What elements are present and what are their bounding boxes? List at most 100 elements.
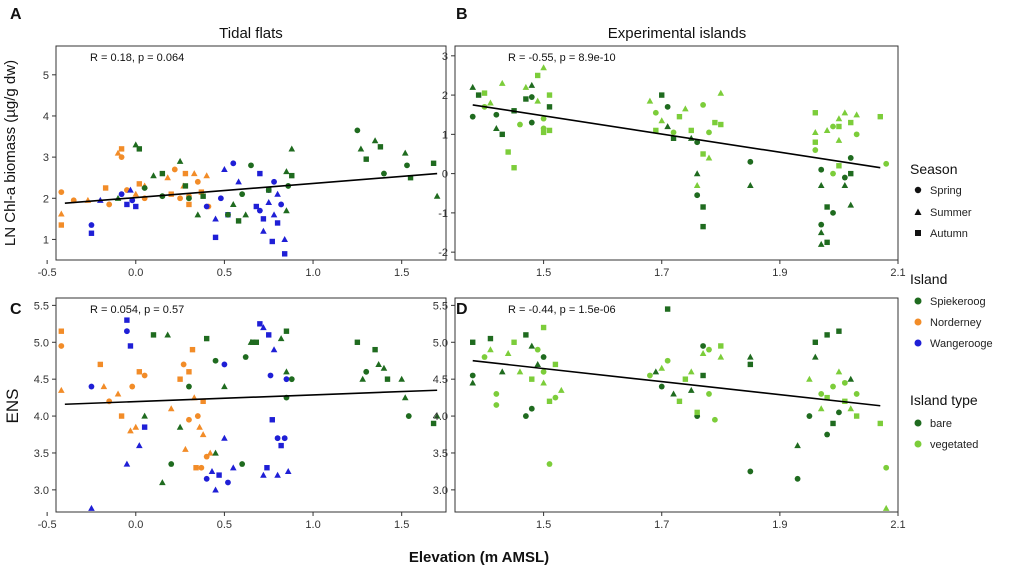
panel-a-ylabel: LN Chl-a biomass (µg/g dw)	[2, 60, 19, 246]
legend-spring-label: Spring	[930, 185, 962, 197]
legend: Season Spring Summer Autumn Island Spiek…	[910, 161, 993, 451]
panel-b-point	[836, 163, 842, 169]
panel-d-point	[676, 398, 683, 405]
panel-c-point	[58, 343, 65, 349]
panel-c-point	[380, 364, 388, 371]
panel-b-point	[718, 121, 724, 128]
panel-b-point	[824, 204, 830, 210]
panel-a-point	[203, 203, 210, 210]
panel-b-point	[676, 113, 683, 120]
panel-b-point	[505, 149, 511, 155]
panel-d-point	[552, 361, 559, 368]
panel-c-point	[216, 472, 222, 478]
panel-b-point	[830, 209, 836, 216]
panel-b-point	[658, 117, 666, 124]
panel-d-point	[718, 343, 724, 349]
panel-c-point	[123, 460, 131, 467]
panel-b-point	[853, 111, 860, 118]
panel-b-point	[848, 119, 854, 126]
panel-c-point	[100, 383, 108, 390]
panel-a-point	[118, 191, 125, 198]
panel-d-point	[529, 376, 535, 382]
panel-a-point	[127, 186, 134, 193]
panel-a-point	[118, 146, 125, 152]
panel-a-point	[182, 170, 189, 177]
panel-d-frame	[454, 297, 899, 513]
panel-b-point	[853, 131, 860, 138]
panel-c-point	[132, 423, 140, 430]
panel-b-point	[498, 79, 506, 86]
panel-a-point	[271, 178, 277, 185]
panel-b-point	[487, 99, 494, 106]
panel-b-trend-line	[472, 104, 881, 169]
panel-c-trend-line	[64, 389, 438, 406]
panel-a-point	[58, 189, 65, 195]
panel-a-xtick-label: 0.5	[217, 267, 232, 279]
panel-b-point	[534, 97, 541, 104]
panel-b-point	[659, 92, 665, 98]
panel-c-point	[372, 346, 378, 353]
panel-b-point	[700, 204, 706, 210]
panel-a-point	[229, 201, 237, 208]
panel-c-point	[97, 361, 104, 368]
panel-d-xtick-label: 2.1	[890, 519, 905, 531]
panel-d-point	[540, 324, 547, 331]
legend-summer-label: Summer	[930, 207, 972, 219]
panel-c-point	[354, 339, 361, 345]
panel-d-point	[883, 464, 890, 471]
panel-b-point	[522, 83, 530, 90]
panel-b-annotation: R = -0.55, p = 8.9e-10	[508, 52, 616, 64]
panel-c-point	[88, 504, 95, 511]
panel-d-xtick-label: 1.5	[536, 519, 551, 531]
panel-b-point	[817, 240, 825, 247]
panel-c-point	[401, 394, 409, 401]
panel-b-point	[670, 135, 677, 141]
panel-c-point	[430, 420, 437, 427]
panel-a-point	[124, 201, 130, 208]
panel-c-point	[186, 383, 192, 390]
panel-a-point	[136, 146, 143, 152]
panel-a-ytick-label: 4	[43, 111, 49, 123]
panel-a-point	[159, 170, 166, 177]
panel-d-point	[824, 332, 830, 338]
panel-b-point	[664, 123, 671, 130]
panel-a-point	[132, 141, 140, 148]
panel-a-point	[221, 166, 228, 173]
panel-a-point	[407, 174, 414, 181]
panel-a-point	[203, 172, 210, 179]
panel-b-point	[517, 121, 523, 128]
panel-c-point	[203, 475, 210, 482]
panel-a-point	[288, 145, 296, 152]
panel-b-point	[493, 125, 500, 132]
panel-b-title: Experimental islands	[608, 25, 746, 42]
panel-d-point	[694, 409, 700, 416]
panel-b-point	[493, 111, 500, 118]
shared-xlabel: Elevation (m AMSL)	[409, 549, 549, 566]
panel-d-point	[706, 391, 712, 397]
panel-d-point	[664, 306, 671, 312]
panel-b-point	[817, 229, 825, 236]
panel-c-point	[124, 317, 130, 323]
panel-c-point	[168, 461, 175, 467]
panel-d-point	[747, 361, 754, 368]
panel-b-point	[540, 64, 547, 71]
panel-b-point	[847, 155, 854, 161]
panel-a-point	[266, 187, 272, 193]
panel-d-point	[470, 339, 476, 345]
panel-b-xtick-label: 1.7	[654, 267, 669, 279]
panel-d-point	[806, 413, 813, 419]
panel-a-point	[182, 183, 189, 189]
panel-c-point	[375, 361, 382, 368]
panel-a-point	[136, 181, 143, 187]
panel-a-point	[401, 149, 409, 156]
panel-b-point	[511, 165, 517, 171]
panel-a-point	[200, 193, 206, 199]
panel-b-point	[523, 96, 529, 102]
panel-a-point	[239, 191, 246, 198]
panel-c-point	[283, 368, 290, 375]
legend-autumn-marker	[915, 230, 921, 236]
panel-d-point	[658, 364, 666, 371]
panel-c-point	[159, 479, 166, 486]
panel-a-point	[381, 170, 387, 177]
panel-a-point	[58, 222, 65, 228]
